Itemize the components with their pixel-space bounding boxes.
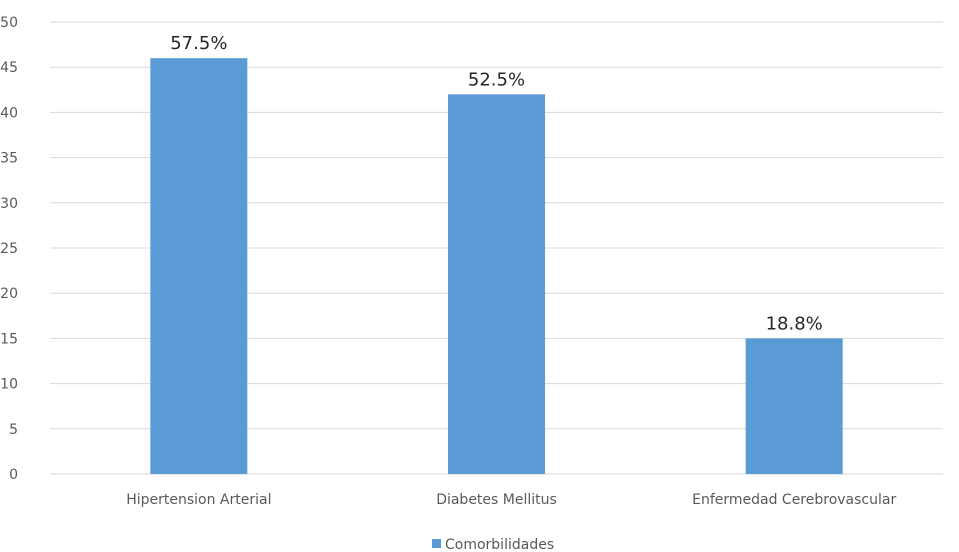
- bar: [448, 94, 545, 474]
- x-category-label: Hipertension Arterial: [126, 492, 271, 508]
- y-tick-label: 20: [0, 286, 18, 302]
- y-tick-label: 10: [0, 377, 18, 393]
- y-tick-label: 40: [0, 105, 18, 121]
- legend-swatch: [432, 539, 441, 548]
- y-tick-label: 15: [0, 331, 18, 347]
- bar: [745, 338, 843, 474]
- y-tick-label: 50: [0, 15, 18, 31]
- x-category-label: Diabetes Mellitus: [436, 492, 557, 508]
- y-tick-label: 25: [0, 241, 18, 257]
- data-label: 18.8%: [766, 313, 823, 334]
- bar: [150, 58, 248, 474]
- x-category-label: Enfermedad Cerebrovascular: [692, 492, 896, 508]
- bars: [150, 58, 843, 474]
- y-tick-label: 5: [9, 422, 18, 438]
- legend-label: Comorbilidades: [445, 537, 554, 552]
- data-labels: 57.5% 52.5% 18.8%: [170, 33, 823, 334]
- legend: Comorbilidades: [432, 537, 554, 552]
- y-tick-label: 0: [9, 467, 18, 483]
- x-axis-category-labels: Hipertension Arterial Diabetes Mellitus En…: [126, 492, 896, 508]
- y-axis-tick-labels: 0 5 10 15 20 25 30 35 40 45 50: [0, 15, 18, 483]
- data-label: 57.5%: [170, 33, 227, 54]
- y-tick-label: 30: [0, 196, 18, 212]
- data-label: 52.5%: [468, 69, 525, 90]
- y-tick-label: 35: [0, 151, 18, 167]
- y-tick-label: 45: [0, 60, 18, 76]
